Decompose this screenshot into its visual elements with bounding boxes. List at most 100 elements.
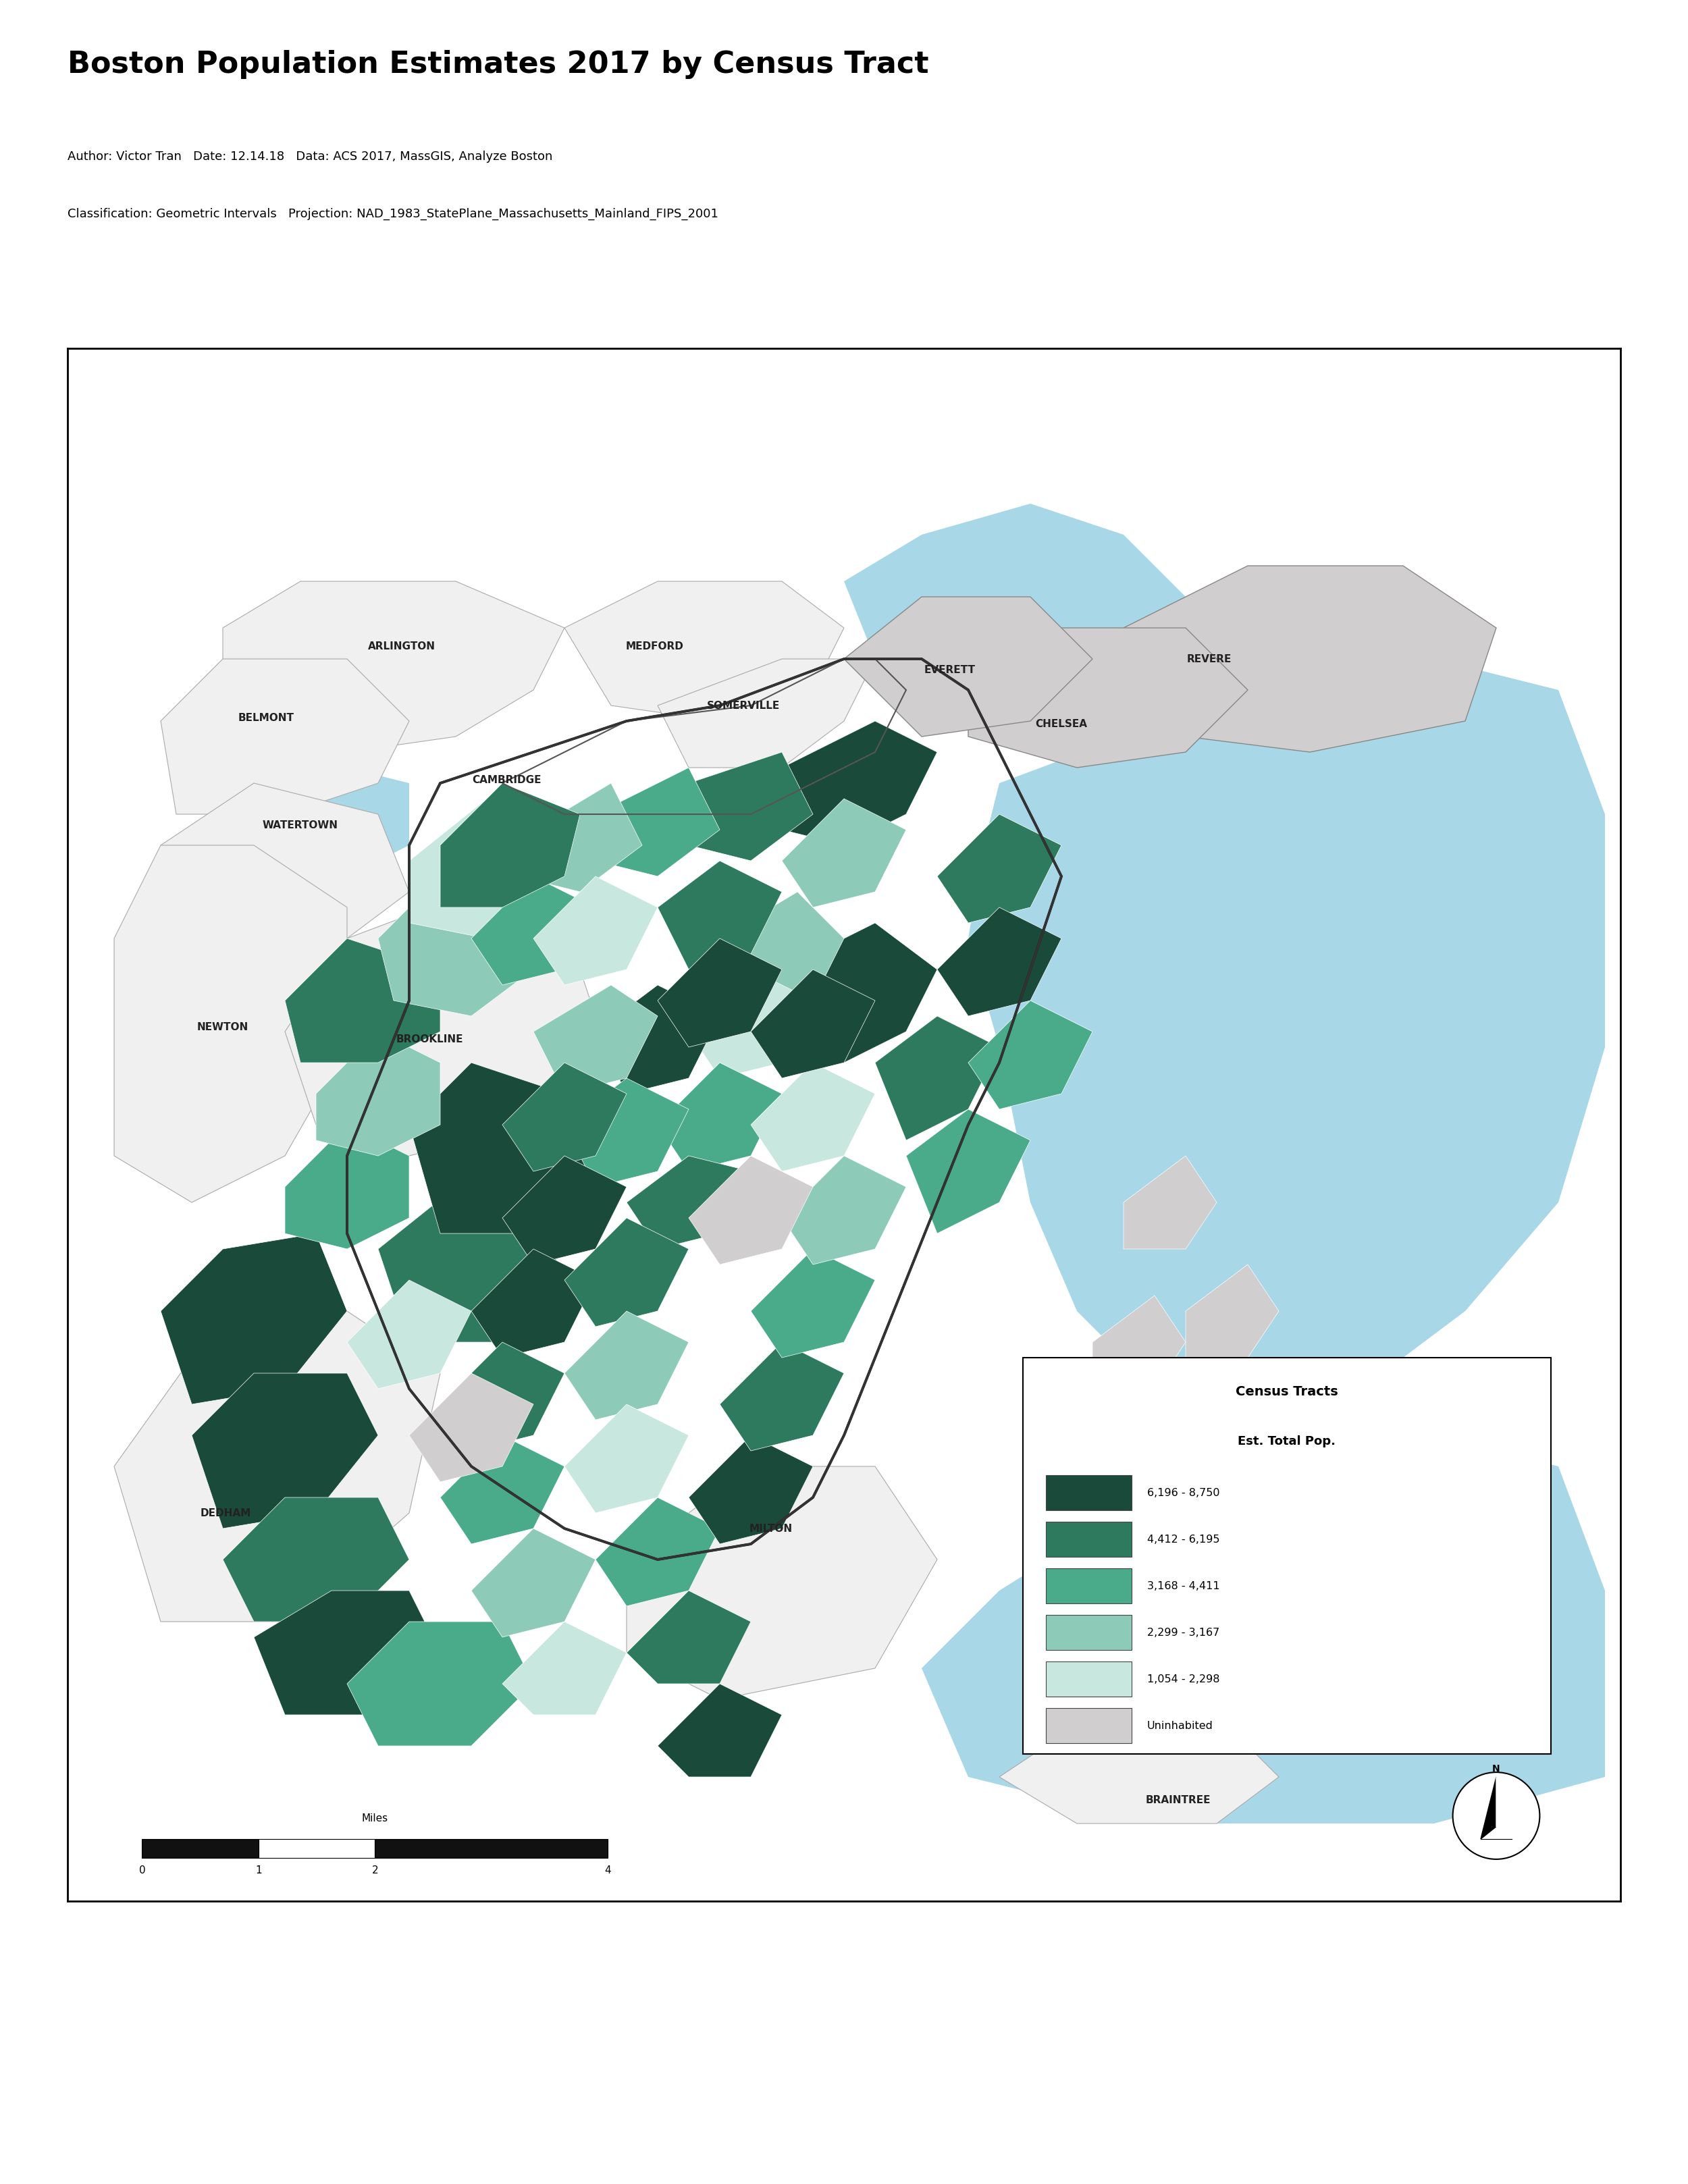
Polygon shape [441, 1435, 564, 1544]
Polygon shape [658, 939, 782, 1046]
FancyBboxPatch shape [1047, 1568, 1131, 1603]
FancyBboxPatch shape [1047, 1476, 1131, 1509]
Text: 4,412 - 6,195: 4,412 - 6,195 [1146, 1535, 1219, 1544]
Polygon shape [689, 751, 814, 860]
Text: Uninhabited: Uninhabited [1146, 1721, 1214, 1730]
Polygon shape [1480, 1778, 1496, 1839]
Polygon shape [1496, 1778, 1512, 1839]
Polygon shape [564, 1404, 689, 1514]
Polygon shape [348, 1623, 533, 1745]
Polygon shape [471, 876, 596, 985]
Polygon shape [378, 876, 533, 1016]
Polygon shape [564, 581, 844, 721]
Polygon shape [1124, 566, 1496, 751]
Text: BROOKLINE: BROOKLINE [395, 1035, 463, 1044]
Polygon shape [751, 1249, 874, 1358]
Polygon shape [408, 1064, 596, 1234]
Text: 6,196 - 8,750: 6,196 - 8,750 [1146, 1487, 1219, 1498]
Polygon shape [626, 1465, 937, 1699]
Text: 3,168 - 4,411: 3,168 - 4,411 [1146, 1581, 1219, 1590]
Text: MEDFORD: MEDFORD [626, 642, 684, 651]
Polygon shape [408, 799, 564, 939]
FancyBboxPatch shape [1047, 1522, 1131, 1557]
Polygon shape [689, 1155, 814, 1265]
FancyBboxPatch shape [1023, 1358, 1551, 1754]
Polygon shape [378, 1186, 564, 1343]
Polygon shape [969, 1000, 1092, 1109]
Polygon shape [115, 845, 348, 1203]
Polygon shape [253, 1590, 441, 1714]
Polygon shape [503, 1155, 626, 1265]
Polygon shape [441, 1343, 564, 1450]
Polygon shape [874, 1016, 999, 1140]
Polygon shape [969, 660, 1605, 1435]
Text: Est. Total Pop.: Est. Total Pop. [1237, 1435, 1335, 1448]
Bar [142, 1839, 258, 1859]
Polygon shape [658, 860, 782, 970]
Polygon shape [471, 1249, 596, 1358]
Polygon shape [969, 627, 1247, 767]
Polygon shape [518, 784, 641, 891]
Polygon shape [658, 1684, 782, 1778]
Polygon shape [751, 1064, 874, 1171]
Polygon shape [782, 1155, 906, 1265]
Text: BRAINTREE: BRAINTREE [1144, 1795, 1210, 1806]
Text: 1,054 - 2,298: 1,054 - 2,298 [1146, 1673, 1219, 1684]
Polygon shape [844, 596, 1092, 736]
Polygon shape [719, 1343, 844, 1450]
Polygon shape [285, 1125, 408, 1249]
Text: Classification: Geometric Intervals   Projection: NAD_1983_StatePlane_Massachuse: Classification: Geometric Intervals Proj… [68, 207, 719, 221]
Polygon shape [223, 581, 564, 751]
Polygon shape [782, 924, 937, 1064]
Polygon shape [937, 906, 1062, 1016]
Polygon shape [285, 939, 441, 1064]
FancyBboxPatch shape [1047, 1662, 1131, 1697]
Text: CAMBRIDGE: CAMBRIDGE [473, 775, 542, 784]
Polygon shape [596, 985, 719, 1094]
Polygon shape [626, 1155, 751, 1249]
Polygon shape [348, 1280, 471, 1389]
Polygon shape [1124, 1155, 1217, 1249]
Text: 4: 4 [604, 1865, 611, 1876]
Text: ARLINGTON: ARLINGTON [368, 642, 436, 651]
Polygon shape [1185, 1265, 1280, 1358]
Polygon shape [316, 1031, 441, 1155]
Polygon shape [596, 1498, 719, 1605]
Polygon shape [1092, 1295, 1185, 1389]
Text: REVERE: REVERE [1187, 653, 1231, 664]
Text: WATERTOWN: WATERTOWN [263, 819, 338, 830]
Text: 1: 1 [255, 1865, 262, 1876]
Text: SOMERVILLE: SOMERVILLE [707, 701, 780, 710]
Text: 2: 2 [371, 1865, 378, 1876]
Polygon shape [192, 1374, 378, 1529]
Polygon shape [844, 505, 1185, 690]
Polygon shape [937, 815, 1062, 924]
Text: Author: Victor Tran   Date: 12.14.18   Data: ACS 2017, MassGIS, Analyze Boston: Author: Victor Tran Date: 12.14.18 Data:… [68, 151, 552, 164]
Polygon shape [533, 876, 658, 985]
Polygon shape [503, 1623, 626, 1714]
Text: 0: 0 [138, 1865, 145, 1876]
Text: Boston Population Estimates 2017 by Census Tract: Boston Population Estimates 2017 by Cens… [68, 50, 928, 79]
Polygon shape [689, 1435, 814, 1544]
Text: Miles: Miles [361, 1813, 388, 1824]
Polygon shape [160, 784, 408, 939]
Polygon shape [922, 1435, 1605, 1824]
Polygon shape [564, 1219, 689, 1326]
Polygon shape [115, 1310, 441, 1623]
Polygon shape [658, 1064, 782, 1171]
Polygon shape [564, 1310, 689, 1420]
Polygon shape [782, 721, 937, 845]
Text: EVERETT: EVERETT [923, 664, 976, 675]
Circle shape [1453, 1771, 1539, 1859]
FancyBboxPatch shape [1047, 1708, 1131, 1743]
Text: 2,299 - 3,167: 2,299 - 3,167 [1146, 1627, 1219, 1638]
Polygon shape [626, 1590, 751, 1684]
Text: CHELSEA: CHELSEA [1035, 719, 1087, 729]
Polygon shape [719, 891, 844, 1016]
Text: Census Tracts: Census Tracts [1236, 1385, 1339, 1398]
Polygon shape [596, 767, 719, 876]
Polygon shape [503, 1064, 626, 1171]
FancyBboxPatch shape [1047, 1614, 1131, 1649]
Polygon shape [471, 1529, 596, 1638]
Polygon shape [285, 891, 596, 1155]
